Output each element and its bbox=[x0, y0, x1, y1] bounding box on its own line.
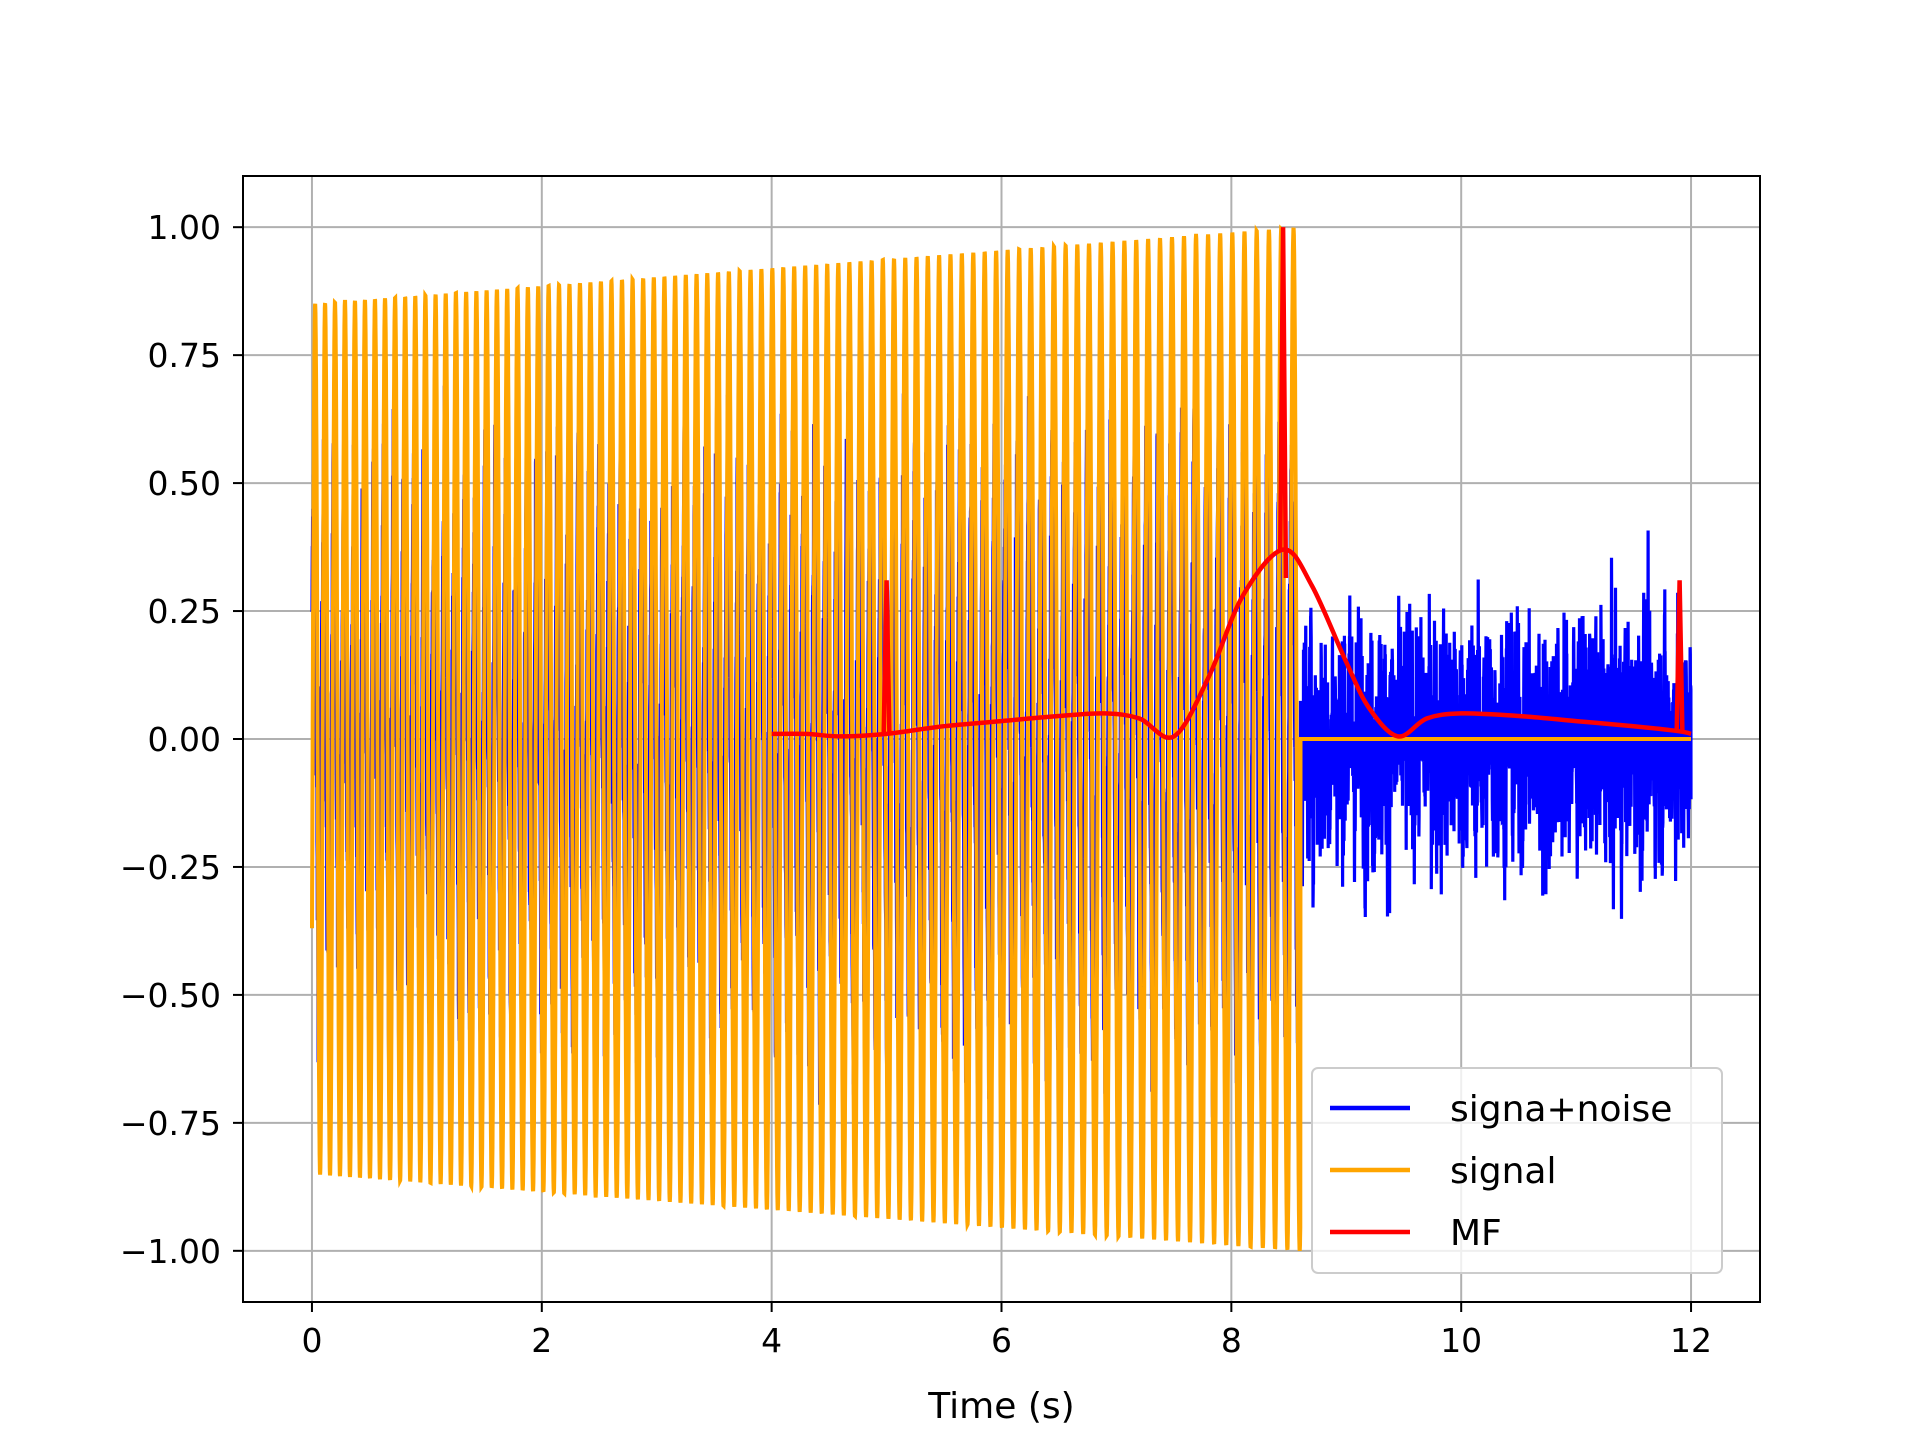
y-tick-label: 0.25 bbox=[148, 592, 221, 631]
mf-spike bbox=[1277, 227, 1289, 579]
plot-area bbox=[310, 224, 1693, 1252]
mf-spike bbox=[1674, 580, 1685, 733]
y-tick-label: 1.00 bbox=[148, 208, 221, 247]
x-tick-label: 8 bbox=[1221, 1321, 1242, 1360]
x-tick-label: 0 bbox=[301, 1321, 322, 1360]
y-tick-label: −0.25 bbox=[120, 848, 221, 887]
mf-spike bbox=[881, 580, 892, 735]
x-axis-label: Time (s) bbox=[927, 1386, 1074, 1427]
legend-box bbox=[1311, 1067, 1723, 1274]
y-tick-label: 0.50 bbox=[148, 464, 221, 503]
y-tick-label: −1.00 bbox=[120, 1232, 221, 1271]
x-tick-label: 6 bbox=[991, 1321, 1012, 1360]
ticks: 0 2 4 6 8 10 12 1.00 0.75 0.50 0.25 0.00 −0.25 −0.50 −… bbox=[120, 208, 1712, 1360]
x-tick-label: 12 bbox=[1670, 1321, 1712, 1360]
x-tick-label: 4 bbox=[761, 1321, 782, 1360]
y-tick-label: 0.00 bbox=[148, 720, 221, 759]
legend-label: signal bbox=[1450, 1151, 1557, 1192]
x-tick-label: 10 bbox=[1440, 1321, 1482, 1360]
series-line-signal bbox=[310, 224, 1691, 1252]
legend-label: signa+noise bbox=[1450, 1089, 1672, 1130]
y-tick-label: −0.50 bbox=[120, 976, 221, 1015]
x-tick-label: 2 bbox=[531, 1321, 552, 1360]
y-tick-label: −0.75 bbox=[120, 1104, 221, 1143]
legend-label: MF bbox=[1450, 1213, 1502, 1254]
series-line-mf bbox=[771, 547, 1692, 740]
y-tick-label: 0.75 bbox=[148, 336, 221, 375]
legend: signa+noise signal MF bbox=[1311, 1067, 1723, 1274]
